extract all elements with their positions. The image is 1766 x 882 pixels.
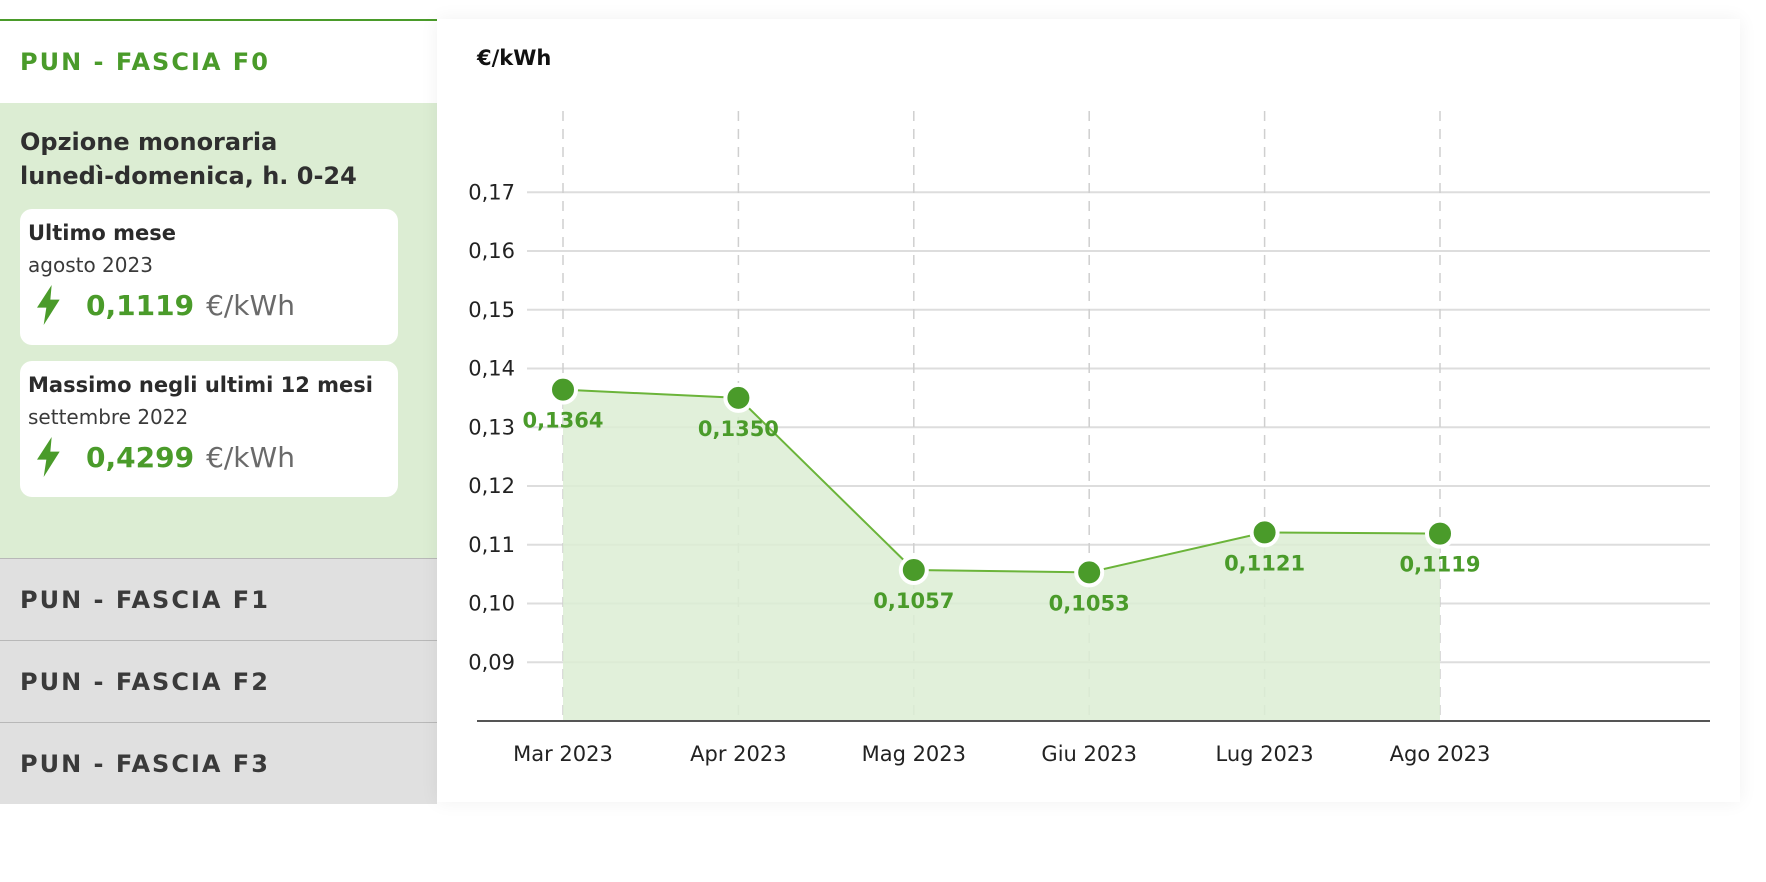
card-value: 0,1119 (86, 288, 195, 322)
x-tick-label: Giu 2023 (1041, 742, 1137, 766)
card-title: Massimo negli ultimi 12 mesi (28, 373, 373, 397)
panel-title: Opzione monoraria lunedì-domenica, h. 0-… (20, 125, 417, 193)
card-unit: €/kWh (206, 288, 295, 322)
max-12-months-card: Massimo negli ultimi 12 mesi settembre 2… (20, 361, 398, 497)
card-title: Ultimo mese (28, 221, 176, 245)
card-period: settembre 2022 (28, 405, 189, 429)
tab-fascia-f1[interactable]: PUN - FASCIA F1 (0, 558, 437, 640)
tab-panel-f0: Opzione monoraria lunedì-domenica, h. 0-… (0, 103, 437, 558)
price-line-chart: 0,09 0,10 0,11 0,12 0,13 0,14 0,15 0,16 0,17 0,13… (468, 111, 1710, 766)
y-tick-label: 0,17 (468, 180, 515, 204)
x-tick-label: Mag 2023 (862, 742, 966, 766)
card-value-row: 0,4299 €/kWh (28, 437, 390, 477)
tab-fascia-f3[interactable]: PUN - FASCIA F3 (0, 722, 437, 804)
y-tick-label: 0,09 (468, 650, 515, 674)
y-tick-label: 0,11 (468, 533, 515, 557)
y-tick-label: 0,15 (468, 298, 515, 322)
series-line (562, 388, 1441, 574)
panel-title-line2: lunedì-domenica, h. 0-24 (20, 162, 357, 190)
data-point (723, 382, 754, 413)
data-label: 0,1053 (1049, 591, 1130, 615)
y-tick-label: 0,14 (468, 357, 515, 381)
data-point (1249, 517, 1280, 548)
y-tick-label: 0,12 (468, 474, 515, 498)
y-tick-label: 0,13 (468, 415, 515, 439)
card-unit: €/kWh (206, 440, 295, 474)
data-point (1074, 557, 1105, 588)
data-point (1425, 518, 1455, 549)
x-tick-label: Apr 2023 (690, 742, 786, 766)
tab-fascia-f0[interactable]: PUN - FASCIA F0 (0, 19, 437, 103)
sidebar: PUN - FASCIA F0 Opzione monoraria lunedì… (0, 19, 437, 804)
tab-label: PUN - FASCIA F0 (20, 48, 270, 76)
area-fill (563, 389, 1440, 721)
x-tick-label: Lug 2023 (1216, 742, 1314, 766)
card-value-row: 0,1119 €/kWh (28, 285, 390, 325)
data-label: 0,1119 (1399, 553, 1480, 577)
card-period: agosto 2023 (28, 253, 153, 277)
data-point (548, 374, 578, 405)
last-month-card: Ultimo mese agosto 2023 0,1119 €/kWh (20, 209, 398, 345)
data-label: 0,1121 (1224, 551, 1305, 575)
data-label: 0,1057 (873, 589, 954, 613)
tab-fascia-f2[interactable]: PUN - FASCIA F2 (0, 640, 437, 722)
card-value: 0,4299 (86, 440, 195, 474)
x-tick-label: Ago 2023 (1390, 742, 1491, 766)
x-tick-label: Mar 2023 (513, 742, 613, 766)
lightning-bolt-icon (37, 437, 60, 477)
y-tick-label: 0,16 (468, 239, 515, 263)
data-label: 0,1350 (698, 417, 779, 441)
y-tick-label: 0,10 (468, 592, 515, 616)
tab-label: PUN - FASCIA F1 (20, 585, 270, 614)
lightning-bolt-icon (37, 285, 60, 325)
tab-label: PUN - FASCIA F3 (20, 749, 270, 778)
data-point (898, 555, 929, 586)
y-axis-unit-label: €/kWh (477, 46, 552, 70)
panel-title-line1: Opzione monoraria (20, 128, 278, 156)
tab-label: PUN - FASCIA F2 (20, 667, 270, 696)
data-label: 0,1364 (522, 409, 603, 433)
chart-card: €/kWh 0,09 0,10 0,11 0,12 0,13 0,14 0,15 0,16 0,… (437, 19, 1740, 802)
